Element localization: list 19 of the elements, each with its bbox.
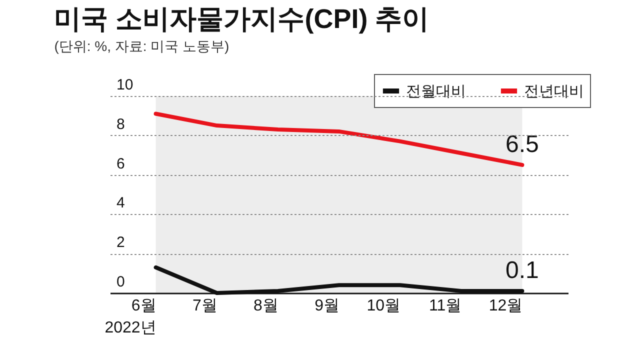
x-tick-label: 6월 2022년 (104, 298, 156, 336)
y-tick-label: 8 (116, 116, 125, 133)
data-label: 6.5 (506, 130, 539, 158)
y-tick-label: 10 (116, 76, 134, 94)
y-tick-label: 2 (116, 234, 125, 252)
legend-label: 전월대비 (406, 83, 466, 100)
y-tick-label: 0 (116, 274, 125, 290)
chart-title: 미국 소비자물가지수(CPI) 추이 (54, 4, 430, 34)
legend-label: 전년대비 (524, 83, 584, 100)
y-tick-label: 4 (116, 194, 125, 212)
x-tick-label: 12월 (488, 298, 523, 314)
chart-subtitle: (단위: %, 자료: 미국 노동부) (54, 38, 230, 54)
x-tick-label: 11월 (429, 298, 462, 314)
x-tick-label: 8월 (254, 298, 278, 314)
x-tick-label: 9월 (314, 298, 340, 314)
y-tick-label: 6 (116, 155, 125, 172)
data-label: 0.1 (506, 257, 539, 284)
x-tick-label: 7월 (192, 298, 218, 314)
x-tick-label: 10월 (366, 298, 401, 314)
